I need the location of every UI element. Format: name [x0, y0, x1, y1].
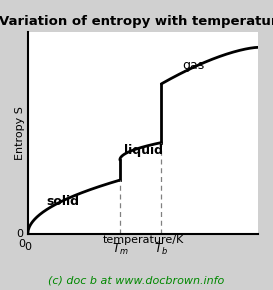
Text: 0: 0 [17, 229, 24, 239]
Text: (c) doc b at www.docbrown.info: (c) doc b at www.docbrown.info [48, 276, 225, 286]
Title: Variation of entropy with temperature: Variation of entropy with temperature [0, 15, 273, 28]
Text: gas: gas [182, 59, 204, 72]
Text: 0: 0 [24, 242, 31, 252]
X-axis label: temperature/K: temperature/K [102, 235, 183, 245]
Text: liquid: liquid [124, 144, 164, 157]
Text: $T_m$: $T_m$ [112, 242, 128, 257]
Text: $T_b$: $T_b$ [154, 242, 168, 257]
Text: solid: solid [46, 195, 79, 208]
Y-axis label: Entropy S: Entropy S [15, 106, 25, 160]
Text: 0: 0 [19, 239, 25, 249]
